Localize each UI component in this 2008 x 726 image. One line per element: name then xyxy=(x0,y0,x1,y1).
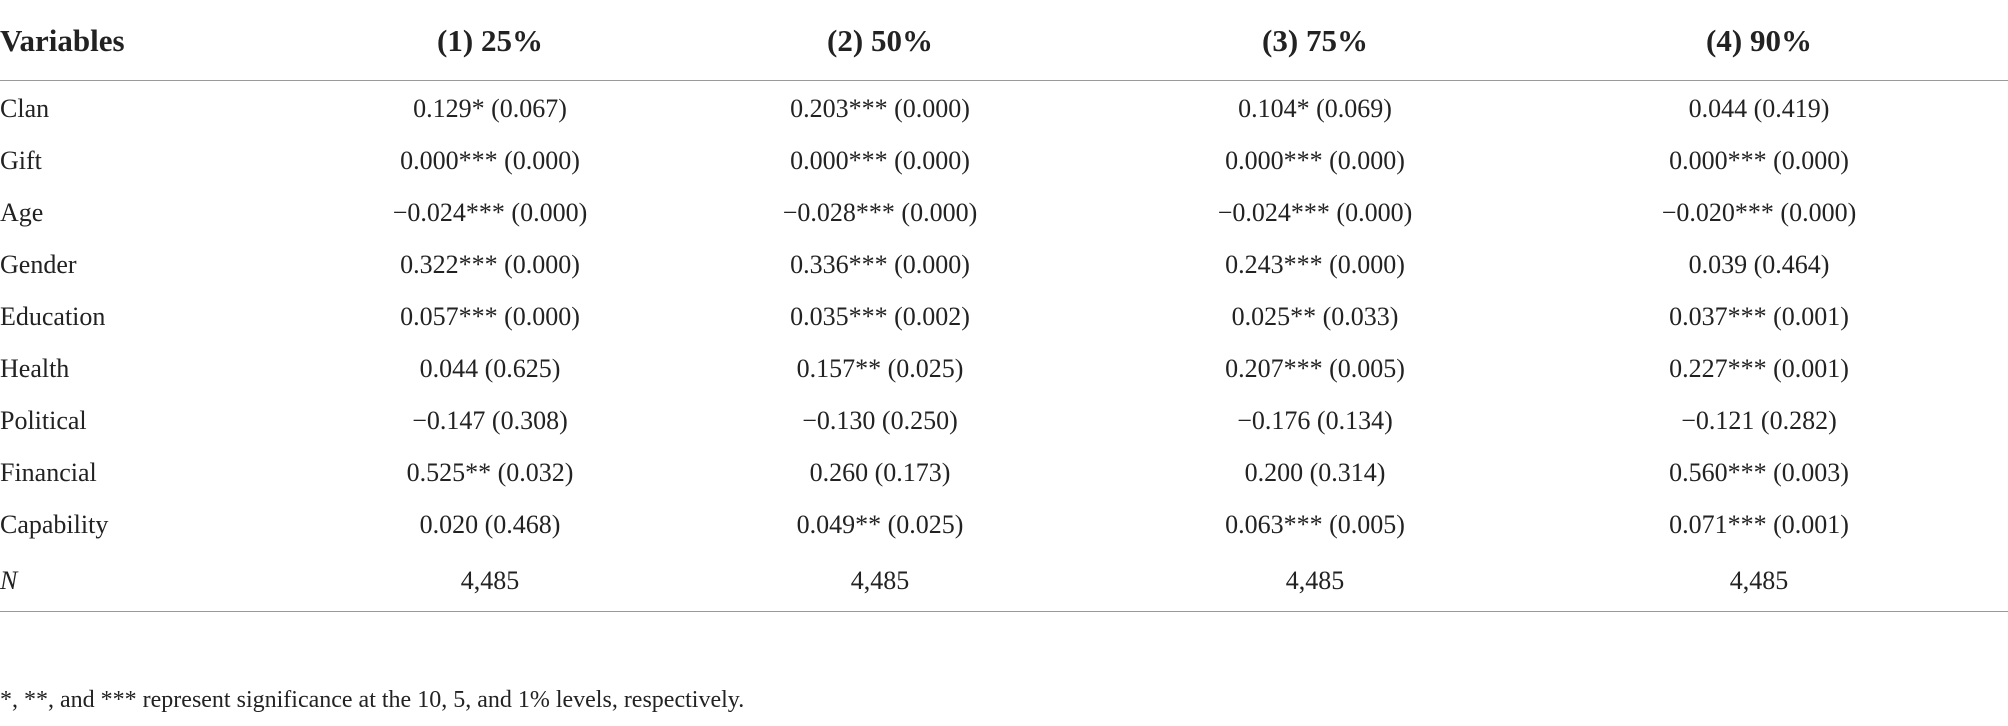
table-cell: −0.176 (0.134) xyxy=(1237,406,1393,435)
table-cell: −0.147 (0.308) xyxy=(412,406,568,435)
row-label: Gender xyxy=(0,250,77,279)
table-cell: −0.024*** (0.000) xyxy=(1217,198,1413,227)
table-row: Health 0.044 (0.625) 0.157** (0.025) 0.2… xyxy=(0,343,2008,395)
table-cell: −0.028*** (0.000) xyxy=(782,198,978,227)
table-cell: 0.200 (0.314) xyxy=(1244,458,1386,487)
table-cell: 0.071*** (0.001) xyxy=(1669,510,1849,539)
table-cell: 0.525** (0.032) xyxy=(406,458,574,487)
header-row: Variables (1) 25% (2) 50% (3) 75% (4) 90… xyxy=(0,0,2008,81)
table-cell: 0.000*** (0.000) xyxy=(400,146,580,175)
sample-size-label: N xyxy=(0,566,18,595)
table-cell: −0.020*** (0.000) xyxy=(1661,198,1857,227)
table-row: Political −0.147 (0.308) −0.130 (0.250) … xyxy=(0,395,2008,447)
table-cell: 0.025** (0.033) xyxy=(1231,302,1399,331)
table-cell: −0.024*** (0.000) xyxy=(392,198,588,227)
header-quantile-50: (2) 50% xyxy=(640,0,1120,81)
table-cell: 0.000*** (0.000) xyxy=(1225,146,1405,175)
table-cell: 0.207*** (0.005) xyxy=(1225,354,1405,383)
table-row: Gender 0.322*** (0.000) 0.336*** (0.000)… xyxy=(0,239,2008,291)
table-cell: 0.157** (0.025) xyxy=(796,354,964,383)
table-cell: 0.044 (0.419) xyxy=(1688,94,1830,123)
table-cell: 0.000*** (0.000) xyxy=(790,146,970,175)
table-cell: 0.129* (0.067) xyxy=(413,94,567,123)
table-cell: 4,485 xyxy=(1510,551,2008,612)
table-cell: 0.104* (0.069) xyxy=(1238,94,1392,123)
table-cell: 0.560*** (0.003) xyxy=(1669,458,1849,487)
table-cell: 4,485 xyxy=(640,551,1120,612)
table-row-sample-size: N 4,485 4,485 4,485 4,485 xyxy=(0,551,2008,612)
table-row: Gift 0.000*** (0.000) 0.000*** (0.000) 0… xyxy=(0,135,2008,187)
table-row: Clan 0.129* (0.067) 0.203*** (0.000) 0.1… xyxy=(0,81,2008,136)
table-cell: 0.063*** (0.005) xyxy=(1225,510,1405,539)
row-label: Gift xyxy=(0,146,42,175)
table-cell: 0.336*** (0.000) xyxy=(790,250,970,279)
quantile-regression-table: Variables (1) 25% (2) 50% (3) 75% (4) 90… xyxy=(0,0,2008,612)
table-body: Clan 0.129* (0.067) 0.203*** (0.000) 0.1… xyxy=(0,81,2008,612)
table-cell: 0.020 (0.468) xyxy=(419,510,561,539)
row-label: Financial xyxy=(0,458,97,487)
table-row: Age −0.024*** (0.000) −0.028*** (0.000) … xyxy=(0,187,2008,239)
row-label: Political xyxy=(0,406,87,435)
row-label: N xyxy=(0,551,340,612)
table-cell: 4,485 xyxy=(340,551,640,612)
table-cell: 0.322*** (0.000) xyxy=(400,250,580,279)
table-cell: 0.000*** (0.000) xyxy=(1669,146,1849,175)
table-cell: 0.227*** (0.001) xyxy=(1669,354,1849,383)
header-quantile-90: (4) 90% xyxy=(1510,0,2008,81)
table-cell: 0.243*** (0.000) xyxy=(1225,250,1405,279)
table-cell: 0.039 (0.464) xyxy=(1688,250,1830,279)
table-footnote: *, **, and *** represent significance at… xyxy=(0,687,745,713)
row-label: Clan xyxy=(0,94,50,123)
header-quantile-25: (1) 25% xyxy=(340,0,640,81)
regression-table-container: Variables (1) 25% (2) 50% (3) 75% (4) 90… xyxy=(0,0,2008,612)
table-cell: 4,485 xyxy=(1120,551,1510,612)
table-cell: 0.203*** (0.000) xyxy=(790,94,970,123)
table-cell: 0.049** (0.025) xyxy=(796,510,964,539)
table-header: Variables (1) 25% (2) 50% (3) 75% (4) 90… xyxy=(0,0,2008,81)
table-cell: −0.121 (0.282) xyxy=(1681,406,1837,435)
header-variables: Variables xyxy=(0,0,340,81)
table-row: Financial 0.525** (0.032) 0.260 (0.173) … xyxy=(0,447,2008,499)
row-label: Age xyxy=(0,198,44,227)
header-quantile-75: (3) 75% xyxy=(1120,0,1510,81)
table-cell: 0.260 (0.173) xyxy=(809,458,951,487)
table-cell: 0.035*** (0.002) xyxy=(790,302,970,331)
table-cell: −0.130 (0.250) xyxy=(802,406,958,435)
table-row: Capability 0.020 (0.468) 0.049** (0.025)… xyxy=(0,499,2008,551)
row-label: Education xyxy=(0,302,106,331)
table-cell: 0.044 (0.625) xyxy=(419,354,561,383)
table-cell: 0.057*** (0.000) xyxy=(400,302,580,331)
table-cell: 0.037*** (0.001) xyxy=(1669,302,1849,331)
table-row: Education 0.057*** (0.000) 0.035*** (0.0… xyxy=(0,291,2008,343)
row-label: Health xyxy=(0,354,70,383)
row-label: Capability xyxy=(0,510,109,539)
